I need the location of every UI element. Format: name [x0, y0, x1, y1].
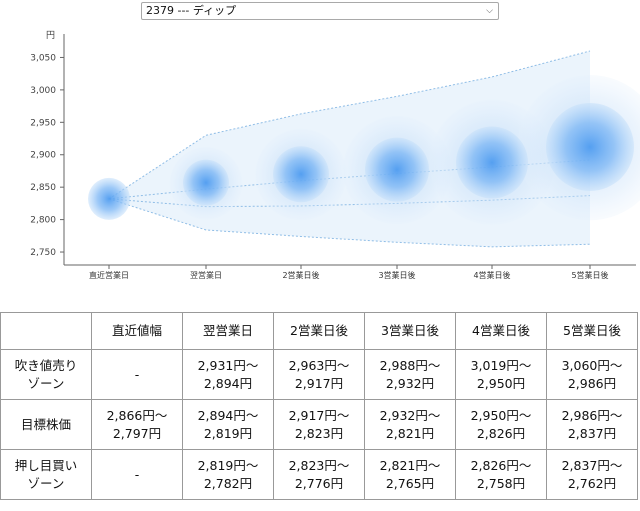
- cell-line: 2,823円～: [288, 457, 350, 473]
- cell-line: 2,894円: [203, 375, 253, 391]
- table-row: 吹き値売りゾーン - 2,931円～ 2,894円 2,963円～ 2,917円 2,988…: [0, 349, 638, 400]
- cell-line: 2,866円～: [106, 407, 168, 423]
- table-header-cell: 翌営業日: [182, 312, 274, 350]
- table-header-cell: 4営業日後: [455, 312, 547, 350]
- table-cell: 3,019円～ 2,950円: [455, 349, 547, 400]
- table-corner-cell: [0, 312, 92, 350]
- cell-line: 2,986円～: [561, 407, 623, 423]
- target-bubble: [365, 137, 429, 202]
- table-row: 目標株価 2,866円～ 2,797円 2,894円～ 2,819円 2,917円～ 2,8…: [0, 399, 638, 450]
- table-cell: 2,963円～ 2,917円: [273, 349, 365, 400]
- x-tick-label: 直近営業日: [89, 270, 129, 280]
- row-label: 押し目買い ゾーン: [0, 449, 92, 500]
- table-cell: 2,988円～ 2,932円: [364, 349, 456, 400]
- forecast-table: 直近値幅 翌営業日 2営業日後 3営業日後 4営業日後 5営業日後吹き値売りゾーン - 2,9…: [0, 312, 638, 500]
- table-cell: 2,986円～ 2,837円: [546, 399, 638, 450]
- stock-select[interactable]: 2379 --- ディップ ⌵: [141, 2, 499, 20]
- y-tick-label: 2,750: [30, 248, 56, 258]
- row-label-line: 吹き値売り: [14, 357, 78, 373]
- y-tick-label: 2,800: [30, 216, 56, 226]
- table-cell: 2,950円～ 2,826円: [455, 399, 547, 450]
- cell-line: 2,797円: [112, 425, 162, 441]
- table-header-cell: 3営業日後: [364, 312, 456, 350]
- target-bubble: [456, 126, 528, 199]
- cell-line: 2,950円: [476, 375, 526, 391]
- table-cell: 2,917円～ 2,823円: [273, 399, 365, 450]
- table-cell: 2,819円～ 2,782円: [182, 449, 274, 500]
- y-tick-label: 3,050: [30, 53, 56, 63]
- row-label-line: ゾーン: [27, 475, 65, 491]
- outer-band-lower-line: [108, 198, 591, 248]
- cell-line: -: [134, 366, 140, 382]
- cell-line: 2,765円: [385, 475, 435, 491]
- cell-line: 2,776円: [294, 475, 344, 491]
- cell-line: 2,826円～: [470, 457, 532, 473]
- table-cell: 2,823円～ 2,776円: [273, 449, 365, 500]
- cell-line: 2,932円: [385, 375, 435, 391]
- row-label-line: 押し目買い: [14, 457, 78, 473]
- row-label-line: 目標株価: [20, 416, 71, 432]
- row-label: 吹き値売り ゾーン: [0, 349, 92, 400]
- cell-line: 2,762円: [567, 475, 617, 491]
- cell-line: 3,060円～: [561, 357, 623, 373]
- cell-line: 2,963円～: [288, 357, 350, 373]
- chevron-down-icon: ⌵: [486, 6, 493, 16]
- table-header-cell: 5営業日後: [546, 312, 638, 350]
- x-tick-label: 4営業日後: [473, 270, 510, 280]
- table-header-row: 直近値幅 翌営業日 2営業日後 3営業日後 4営業日後 5営業日後: [0, 312, 638, 350]
- target-bubble: [273, 146, 329, 203]
- cell-line: 2,931円～: [197, 357, 259, 373]
- table-header-cell: 直近値幅: [91, 312, 183, 350]
- cell-line: 2,894円～: [197, 407, 259, 423]
- table-cell: 2,931円～ 2,894円: [182, 349, 274, 400]
- y-tick-label: 2,900: [30, 151, 56, 161]
- cell-line: 3,019円～: [470, 357, 532, 373]
- cell-line: 2,821円～: [379, 457, 441, 473]
- row-label-line: ゾーン: [27, 375, 65, 391]
- cell-line: 2,986円: [567, 375, 617, 391]
- cell-line: 2,917円～: [288, 407, 350, 423]
- cell-line: 2,782円: [203, 475, 253, 491]
- cell-line: 2,826円: [476, 425, 526, 441]
- x-tick-label: 3営業日後: [378, 270, 415, 280]
- table-row: 押し目買いゾーン - 2,819円～ 2,782円 2,823円～ 2,776円 2,821…: [0, 449, 638, 500]
- x-tick-label: 5営業日後: [571, 270, 608, 280]
- table-cell: 2,837円～ 2,762円: [546, 449, 638, 500]
- table-cell: -: [91, 449, 183, 500]
- target-bubble: [183, 159, 229, 206]
- cell-line: 2,821円: [385, 425, 435, 441]
- y-axis-unit: 円: [46, 30, 55, 41]
- cell-line: 2,917円: [294, 375, 344, 391]
- table-cell: 2,866円～ 2,797円: [91, 399, 183, 450]
- outer-band-upper-line: [108, 50, 591, 200]
- table-cell: 2,826円～ 2,758円: [455, 449, 547, 500]
- price-forecast-chart: 円 2,750 2,800 2,850 2,900 2,950 3,000 3,050 直近営業…: [30, 30, 640, 280]
- table-cell: 2,894円～ 2,819円: [182, 399, 274, 450]
- table-cell: 2,821円～ 2,765円: [364, 449, 456, 500]
- cell-line: 2,823円: [294, 425, 344, 441]
- cell-line: 2,988円～: [379, 357, 441, 373]
- x-tick-label: 翌営業日: [190, 270, 222, 280]
- table-header-cell: 2営業日後: [273, 312, 365, 350]
- y-tick-label: 3,000: [30, 86, 56, 96]
- cell-line: 2,837円: [567, 425, 617, 441]
- x-tick-label: 2営業日後: [282, 270, 319, 280]
- y-tick-label: 2,850: [30, 183, 56, 193]
- table-cell: -: [91, 349, 183, 400]
- target-bubble: [88, 177, 130, 220]
- target-bubble: [546, 102, 634, 191]
- cell-line: 2,819円～: [197, 457, 259, 473]
- cell-line: -: [134, 466, 140, 482]
- table-cell: 3,060円～ 2,986円: [546, 349, 638, 400]
- cell-line: 2,758円: [476, 475, 526, 491]
- cell-line: 2,837円～: [561, 457, 623, 473]
- cell-line: 2,819円: [203, 425, 253, 441]
- row-label: 目標株価: [0, 399, 92, 450]
- table-cell: 2,932円～ 2,821円: [364, 399, 456, 450]
- cell-line: 2,950円～: [470, 407, 532, 423]
- y-tick-label: 2,950: [30, 118, 56, 128]
- cell-line: 2,932円～: [379, 407, 441, 423]
- stock-select-value: 2379 --- ディップ: [146, 4, 237, 17]
